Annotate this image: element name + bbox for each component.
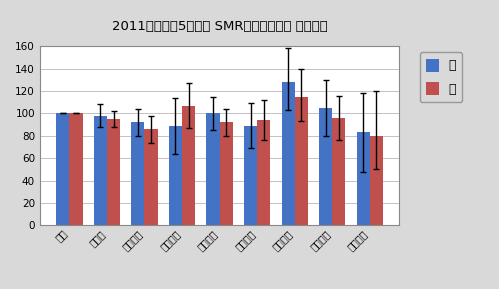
Legend: 男, 女: 男, 女 [420,53,462,102]
Bar [281,82,294,225]
Bar [357,132,370,225]
Bar [257,120,270,225]
Bar [131,122,145,225]
Bar [69,113,82,225]
Bar [319,108,332,225]
Bar [294,97,308,225]
Bar [370,136,383,225]
Bar [169,126,182,225]
Bar [56,113,69,225]
Bar [207,113,220,225]
Text: 2011年中心の5年平均 SMR（脳血管疾患 全年齢）: 2011年中心の5年平均 SMR（脳血管疾患 全年齢） [112,20,327,33]
Bar [107,119,120,225]
Bar [332,118,345,225]
Bar [182,105,195,225]
Bar [244,126,257,225]
Bar [94,116,107,225]
Bar [220,122,233,225]
Bar [145,129,158,225]
